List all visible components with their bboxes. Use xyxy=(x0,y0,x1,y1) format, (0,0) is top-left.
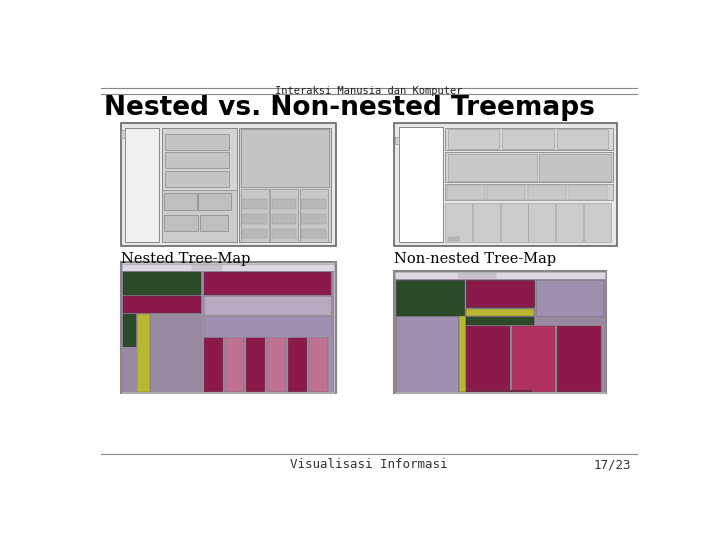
Bar xyxy=(459,316,466,392)
Bar xyxy=(204,272,331,295)
Bar xyxy=(123,347,137,392)
Bar xyxy=(512,326,555,392)
Bar xyxy=(161,191,237,242)
Bar xyxy=(448,237,459,241)
Bar xyxy=(601,392,605,393)
Bar xyxy=(395,279,605,392)
Bar xyxy=(123,272,202,295)
Bar xyxy=(204,337,223,392)
Bar xyxy=(536,280,603,316)
Bar xyxy=(569,185,607,200)
Bar xyxy=(467,390,532,392)
Bar xyxy=(202,271,333,393)
Text: Interaksi Manusia dan Komputer: Interaksi Manusia dan Komputer xyxy=(275,86,463,96)
Bar xyxy=(395,272,605,279)
Bar xyxy=(448,154,537,181)
Bar xyxy=(123,296,202,313)
Bar xyxy=(121,130,125,138)
Bar xyxy=(137,314,150,392)
Bar xyxy=(446,128,613,150)
Bar xyxy=(163,215,198,231)
Bar xyxy=(204,316,331,337)
Text: Nested vs. Non-nested Treemaps: Nested vs. Non-nested Treemaps xyxy=(104,96,595,122)
Bar xyxy=(165,152,229,168)
Bar xyxy=(584,202,611,242)
Bar xyxy=(557,129,608,150)
Bar xyxy=(125,128,159,242)
Bar xyxy=(198,193,231,210)
Bar xyxy=(446,185,485,200)
Bar xyxy=(510,326,512,392)
Bar xyxy=(288,337,307,392)
Bar xyxy=(467,309,534,316)
Text: Nested Tree-Map: Nested Tree-Map xyxy=(121,252,250,266)
Bar xyxy=(301,199,325,209)
Bar xyxy=(394,123,617,246)
Bar xyxy=(200,215,228,231)
Bar xyxy=(446,152,613,182)
Bar xyxy=(458,273,496,278)
Bar xyxy=(396,280,464,316)
Bar xyxy=(446,137,454,144)
Bar xyxy=(121,262,336,393)
Bar xyxy=(395,392,605,393)
Bar xyxy=(301,214,325,224)
Bar xyxy=(399,127,444,242)
Bar xyxy=(122,271,335,393)
Bar xyxy=(301,228,325,238)
Bar xyxy=(467,326,510,392)
Bar xyxy=(242,228,267,238)
Bar xyxy=(271,189,298,242)
Bar xyxy=(123,314,136,347)
Bar xyxy=(271,214,296,224)
Bar xyxy=(225,337,244,392)
Bar xyxy=(448,129,499,150)
Bar xyxy=(271,228,296,238)
Bar xyxy=(241,129,329,187)
Bar xyxy=(467,280,534,307)
Bar xyxy=(122,392,335,393)
Bar xyxy=(204,296,331,315)
Bar xyxy=(300,189,328,242)
Bar xyxy=(309,337,328,392)
Bar xyxy=(242,199,267,209)
Bar xyxy=(557,326,601,392)
Bar xyxy=(163,193,197,210)
Bar xyxy=(239,128,331,242)
Bar xyxy=(467,316,534,325)
Bar xyxy=(267,337,287,392)
Bar xyxy=(503,129,554,150)
Bar xyxy=(271,199,296,209)
Bar xyxy=(555,326,557,392)
Bar xyxy=(394,271,606,393)
Bar xyxy=(539,154,611,181)
Bar xyxy=(528,202,555,242)
Bar xyxy=(528,185,566,200)
Bar xyxy=(150,314,202,392)
Bar xyxy=(487,185,526,200)
Bar xyxy=(330,392,335,393)
Bar xyxy=(121,123,336,246)
Bar xyxy=(473,202,500,242)
Bar xyxy=(556,202,583,242)
Bar xyxy=(122,392,125,393)
Bar xyxy=(501,202,528,242)
Text: Non-nested Tree-Map: Non-nested Tree-Map xyxy=(394,252,557,266)
Bar xyxy=(396,316,458,392)
Text: Visualisasi Informasi: Visualisasi Informasi xyxy=(290,458,448,471)
Bar xyxy=(246,337,265,392)
Bar xyxy=(165,134,229,150)
Bar xyxy=(395,137,400,144)
Bar xyxy=(446,202,472,242)
Bar xyxy=(242,214,267,224)
Bar xyxy=(446,184,613,200)
Bar xyxy=(241,189,269,242)
Bar xyxy=(122,264,335,271)
Bar xyxy=(161,128,237,242)
Bar xyxy=(192,265,222,271)
Text: 17/23: 17/23 xyxy=(594,458,631,471)
Bar xyxy=(165,171,229,187)
